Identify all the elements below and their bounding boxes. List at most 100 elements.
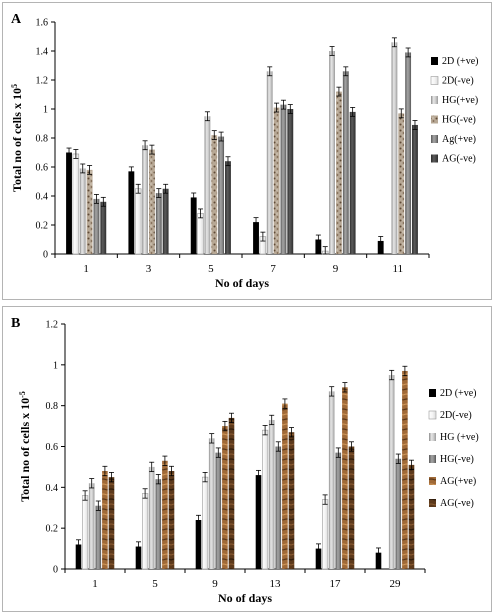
bar — [88, 483, 95, 569]
bar — [162, 188, 169, 254]
bar — [321, 499, 329, 570]
bar — [388, 375, 395, 569]
bar — [134, 188, 142, 255]
legend-swatch — [429, 477, 436, 485]
legend-swatch — [431, 57, 438, 65]
legend-swatch — [431, 154, 438, 163]
bar — [168, 471, 175, 569]
legend-swatch — [429, 433, 436, 441]
bar — [142, 493, 149, 570]
bar — [402, 370, 408, 569]
bar — [412, 124, 418, 254]
bar — [315, 239, 322, 254]
bar — [336, 91, 342, 254]
legend-swatch — [429, 455, 436, 463]
bar — [100, 201, 107, 254]
bar — [190, 197, 197, 254]
x-tick-label: 1 — [83, 263, 89, 275]
bar — [275, 446, 282, 569]
y-tick-label: 1.2 — [46, 320, 59, 331]
legend-label: HG(-ve) — [442, 115, 476, 126]
y-tick-label: 1 — [53, 360, 58, 371]
bar — [342, 387, 348, 569]
bar — [108, 477, 115, 569]
bar — [282, 403, 288, 569]
bar — [228, 417, 235, 569]
y-tick-label: 1.2 — [36, 76, 49, 87]
bar — [377, 240, 384, 254]
legend-label: HG(-ve) — [440, 454, 474, 465]
bar — [211, 135, 218, 254]
panel-label: A — [11, 12, 22, 27]
legend-swatch — [430, 76, 439, 85]
legend-swatch — [431, 115, 438, 124]
y-axis-title: Total no of cells x 10-5 — [18, 391, 33, 502]
x-tick-label: 11 — [393, 263, 404, 275]
bar — [268, 419, 275, 569]
bar — [349, 111, 356, 255]
x-tick-label: 3 — [146, 263, 152, 275]
legend-label: 2D(-ve) — [440, 410, 472, 421]
y-tick-label: 0 — [53, 565, 58, 576]
bar — [208, 438, 215, 569]
bar — [261, 429, 269, 570]
bar — [86, 169, 93, 254]
bar — [375, 552, 382, 569]
bar — [197, 213, 204, 255]
bar — [218, 136, 225, 254]
bar — [398, 113, 405, 254]
bar — [405, 52, 412, 255]
x-tick-label: 1 — [92, 578, 98, 590]
bar — [93, 198, 100, 254]
y-tick-label: 0.2 — [46, 524, 59, 535]
chart-panel-b: B 0 0.2 0.4 0.6 0.8 1 1.2 1 5 9 13 17 29 No of days Tot… — [2, 306, 492, 612]
bar — [287, 109, 294, 254]
bar — [335, 452, 342, 569]
chart-b-svg: B 0 0.2 0.4 0.6 0.8 1 1.2 1 5 9 13 17 29 No of days Tot… — [11, 316, 479, 605]
legend-swatch — [431, 135, 438, 143]
y-tick-label: 0.8 — [46, 401, 59, 412]
bar — [135, 546, 142, 569]
bar — [202, 476, 209, 570]
bar — [102, 471, 108, 569]
bar — [149, 149, 155, 254]
bar — [215, 452, 222, 569]
x-tick-label: 5 — [152, 578, 158, 590]
bar — [72, 153, 80, 255]
y-axis-title: Total no of cells x 105 — [10, 84, 25, 192]
y-tick-label: 0.2 — [36, 221, 49, 232]
bar — [222, 426, 228, 569]
bar — [328, 391, 335, 569]
x-tick-label: 17 — [330, 578, 342, 590]
legend-swatch — [431, 96, 438, 104]
bar — [142, 145, 148, 254]
bar — [195, 520, 202, 569]
bar — [253, 222, 259, 254]
bar — [95, 505, 102, 569]
chart-panel-a: A 0 0.2 0.4 0.6 0.8 1 1.2 1.4 1.6 1 3 5 7 9 11 No of day… — [2, 2, 492, 300]
bar — [315, 548, 322, 569]
bar — [128, 171, 135, 254]
bar — [280, 104, 287, 255]
bar — [162, 460, 168, 569]
bar — [391, 42, 398, 254]
legend-label: AG(+ve) — [440, 476, 476, 487]
legend-label: AG(-ve) — [440, 498, 474, 509]
bar — [342, 71, 349, 254]
legend-swatch — [428, 410, 437, 420]
y-tick-label: 1 — [43, 105, 48, 116]
x-axis-title: No of days — [218, 591, 272, 605]
y-tick-label: 0.6 — [36, 163, 49, 174]
y-tick-label: 0.4 — [46, 483, 59, 494]
legend-label: HG(+ve) — [442, 95, 478, 106]
legend-label: Ag(+ve) — [442, 134, 476, 145]
legend-swatch — [429, 389, 436, 397]
bar — [75, 544, 82, 569]
panel-label: B — [11, 316, 20, 331]
y-tick-label: 1.6 — [36, 18, 49, 29]
chart-a-svg: A 0 0.2 0.4 0.6 0.8 1 1.2 1.4 1.6 1 3 5 7 9 11 No of day… — [10, 12, 479, 290]
bar — [329, 51, 335, 254]
x-tick-label: 7 — [270, 263, 276, 275]
bar — [273, 107, 280, 254]
bar — [348, 446, 355, 569]
